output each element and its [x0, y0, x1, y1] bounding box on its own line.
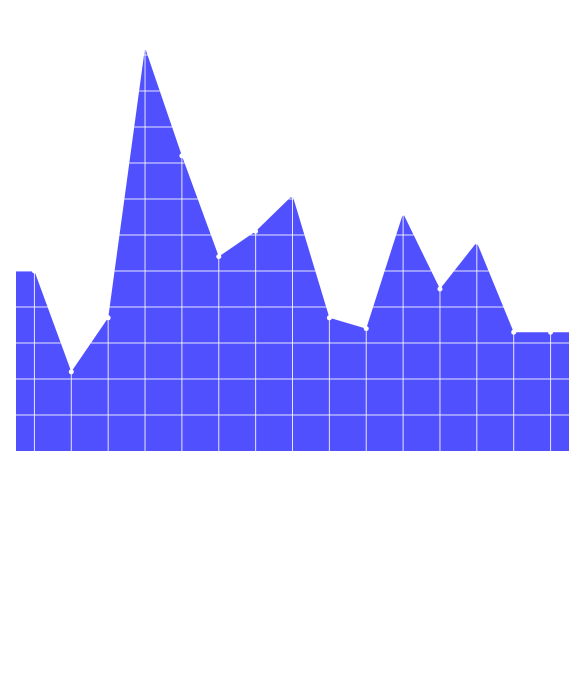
marker-layer [31, 45, 554, 375]
data-point [548, 329, 554, 335]
data-point [216, 254, 222, 260]
data-point [474, 239, 480, 245]
data-point [68, 369, 74, 375]
data-point [363, 326, 369, 332]
data-point [31, 268, 37, 274]
data-point [437, 286, 443, 292]
data-point [179, 153, 185, 159]
data-point [326, 315, 332, 321]
data-point [142, 45, 148, 51]
data-point [253, 228, 259, 234]
data-point [105, 315, 111, 321]
data-point [511, 329, 517, 335]
data-point [400, 210, 406, 216]
data-point [290, 192, 295, 198]
